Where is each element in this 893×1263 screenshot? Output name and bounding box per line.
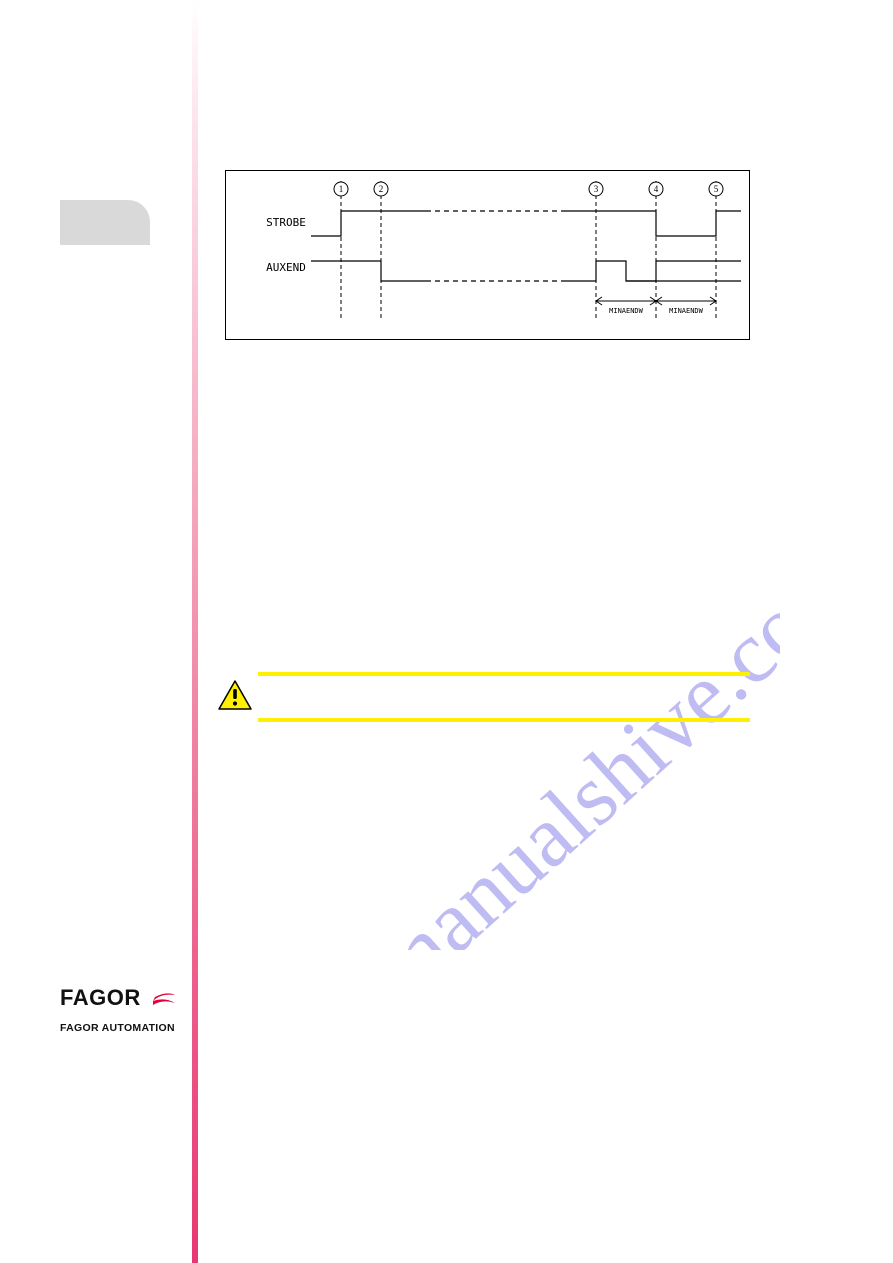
signal-label-auxend: AUXEND	[266, 261, 306, 274]
warning-callout	[258, 672, 750, 722]
fagor-logo: FAGOR FAGOR AUTOMATION	[60, 985, 185, 1034]
pink-gradient-bar	[192, 0, 198, 1263]
fagor-brand-text: FAGOR	[60, 985, 141, 1011]
marker-4: 4	[654, 184, 659, 194]
span-label-1: MINAENDW	[609, 307, 644, 315]
strobe-waveform	[311, 211, 741, 236]
auxend-waveform	[311, 261, 741, 281]
marker-2: 2	[379, 184, 384, 194]
timing-diagram-svg: 1 2 3 4 5 STROBE AUXEND MINAENDW MINAEN	[226, 171, 751, 341]
span-label-2: MINAENDW	[669, 307, 704, 315]
marker-5: 5	[714, 184, 719, 194]
watermark: manualshive.com	[140, 310, 780, 950]
timing-diagram: 1 2 3 4 5 STROBE AUXEND MINAENDW MINAEN	[225, 170, 750, 340]
page-tab	[60, 200, 150, 245]
signal-label-strobe: STROBE	[266, 216, 306, 229]
warning-icon	[218, 680, 252, 710]
fagor-swirl-icon	[151, 987, 177, 1014]
fagor-sub-text: FAGOR AUTOMATION	[60, 1022, 185, 1034]
warning-bar-bottom	[258, 718, 750, 722]
marker-3: 3	[594, 184, 599, 194]
marker-1: 1	[339, 184, 344, 194]
watermark-text: manualshive.com	[354, 531, 780, 950]
